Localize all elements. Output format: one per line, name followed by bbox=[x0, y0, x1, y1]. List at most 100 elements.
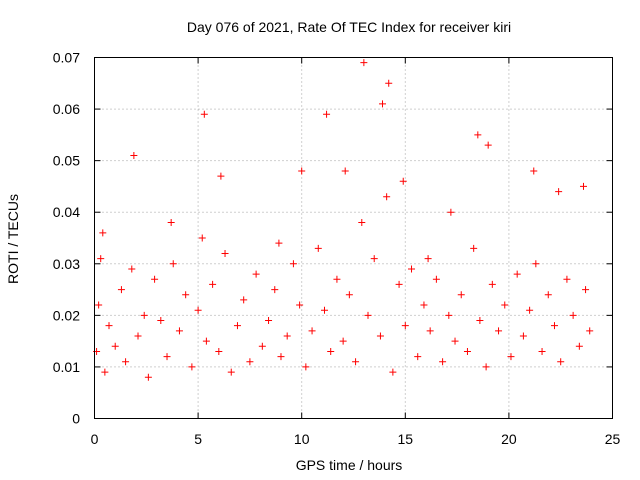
grid-lines bbox=[94, 57, 613, 419]
x-tick-label: 20 bbox=[501, 431, 517, 447]
y-tick-labels: 0 0.01 0.02 0.03 0.04 0.05 0.06 0.07 bbox=[53, 50, 80, 427]
plot-frame bbox=[94, 57, 613, 419]
y-axis-label: ROTI / TECUs bbox=[5, 194, 21, 284]
x-axis-label: GPS time / hours bbox=[296, 457, 403, 473]
data-point bbox=[586, 327, 594, 335]
data-point bbox=[470, 244, 478, 252]
data-point bbox=[463, 347, 471, 355]
data-point bbox=[258, 342, 266, 350]
y-tick-label: 0 bbox=[72, 411, 80, 427]
y-tick-label: 0.06 bbox=[53, 101, 80, 117]
data-point bbox=[275, 239, 283, 247]
data-point bbox=[376, 332, 384, 340]
data-point bbox=[265, 317, 273, 325]
data-point bbox=[555, 188, 563, 196]
data-point bbox=[209, 280, 217, 288]
data-point bbox=[117, 286, 125, 294]
data-point bbox=[333, 275, 341, 283]
data-point bbox=[217, 172, 225, 180]
data-point bbox=[582, 286, 590, 294]
axis-ticks bbox=[94, 57, 613, 419]
data-point bbox=[182, 291, 190, 299]
y-tick-label: 0.02 bbox=[53, 307, 80, 323]
data-point bbox=[320, 306, 328, 314]
data-point bbox=[563, 275, 571, 283]
data-point bbox=[476, 317, 484, 325]
data-point bbox=[495, 327, 503, 335]
data-point bbox=[414, 353, 422, 361]
data-point bbox=[99, 229, 107, 237]
data-point bbox=[507, 353, 515, 361]
data-point bbox=[488, 280, 496, 288]
data-point bbox=[526, 306, 534, 314]
x-tick-label: 15 bbox=[398, 431, 414, 447]
data-point bbox=[200, 110, 208, 118]
data-point bbox=[140, 311, 148, 319]
data-point bbox=[151, 275, 159, 283]
data-point bbox=[233, 322, 241, 330]
data-point bbox=[128, 265, 136, 273]
data-point bbox=[519, 332, 527, 340]
data-point bbox=[457, 291, 465, 299]
data-point bbox=[188, 363, 196, 371]
x-tick-label: 5 bbox=[194, 431, 202, 447]
data-point bbox=[167, 219, 175, 227]
data-point bbox=[447, 208, 455, 216]
data-point bbox=[302, 363, 310, 371]
x-tick-label: 25 bbox=[605, 431, 621, 447]
data-point bbox=[408, 265, 416, 273]
data-point bbox=[215, 347, 223, 355]
data-point bbox=[360, 59, 368, 67]
data-point bbox=[163, 353, 171, 361]
data-point bbox=[426, 327, 434, 335]
data-point bbox=[198, 234, 206, 242]
data-point bbox=[339, 337, 347, 345]
data-point bbox=[445, 311, 453, 319]
data-point bbox=[246, 358, 254, 366]
data-point bbox=[111, 342, 119, 350]
data-point bbox=[97, 255, 105, 263]
data-point bbox=[389, 368, 397, 376]
data-point bbox=[298, 167, 306, 175]
data-point bbox=[501, 301, 509, 309]
data-point bbox=[105, 322, 113, 330]
data-point bbox=[271, 286, 279, 294]
data-point bbox=[327, 347, 335, 355]
data-point bbox=[345, 291, 353, 299]
data-point bbox=[122, 358, 130, 366]
y-tick-label: 0.01 bbox=[53, 359, 80, 375]
data-point bbox=[277, 353, 285, 361]
data-point bbox=[101, 368, 109, 376]
data-point bbox=[474, 131, 482, 139]
data-point bbox=[352, 358, 360, 366]
data-point bbox=[221, 249, 229, 257]
data-point bbox=[134, 332, 142, 340]
data-point bbox=[296, 301, 304, 309]
data-point bbox=[544, 291, 552, 299]
data-point bbox=[424, 255, 432, 263]
data-point bbox=[130, 151, 138, 159]
x-tick-labels: 0 5 10 15 20 25 bbox=[91, 431, 621, 447]
data-point bbox=[420, 301, 428, 309]
data-point bbox=[358, 219, 366, 227]
data-point bbox=[341, 167, 349, 175]
data-point bbox=[395, 280, 403, 288]
data-point bbox=[569, 311, 577, 319]
data-point bbox=[175, 327, 183, 335]
data-point bbox=[399, 177, 407, 185]
data-point bbox=[323, 110, 331, 118]
data-point bbox=[379, 100, 387, 108]
data-point bbox=[169, 260, 177, 268]
x-tick-label: 10 bbox=[294, 431, 310, 447]
data-point bbox=[289, 260, 297, 268]
data-point bbox=[283, 332, 291, 340]
y-tick-label: 0.03 bbox=[53, 256, 80, 272]
data-point bbox=[482, 363, 490, 371]
data-point bbox=[579, 182, 587, 190]
data-point bbox=[95, 301, 103, 309]
data-point bbox=[451, 337, 459, 345]
x-tick-label: 0 bbox=[91, 431, 99, 447]
y-tick-label: 0.05 bbox=[53, 153, 80, 169]
y-tick-label: 0.07 bbox=[53, 50, 80, 66]
data-point bbox=[530, 167, 538, 175]
